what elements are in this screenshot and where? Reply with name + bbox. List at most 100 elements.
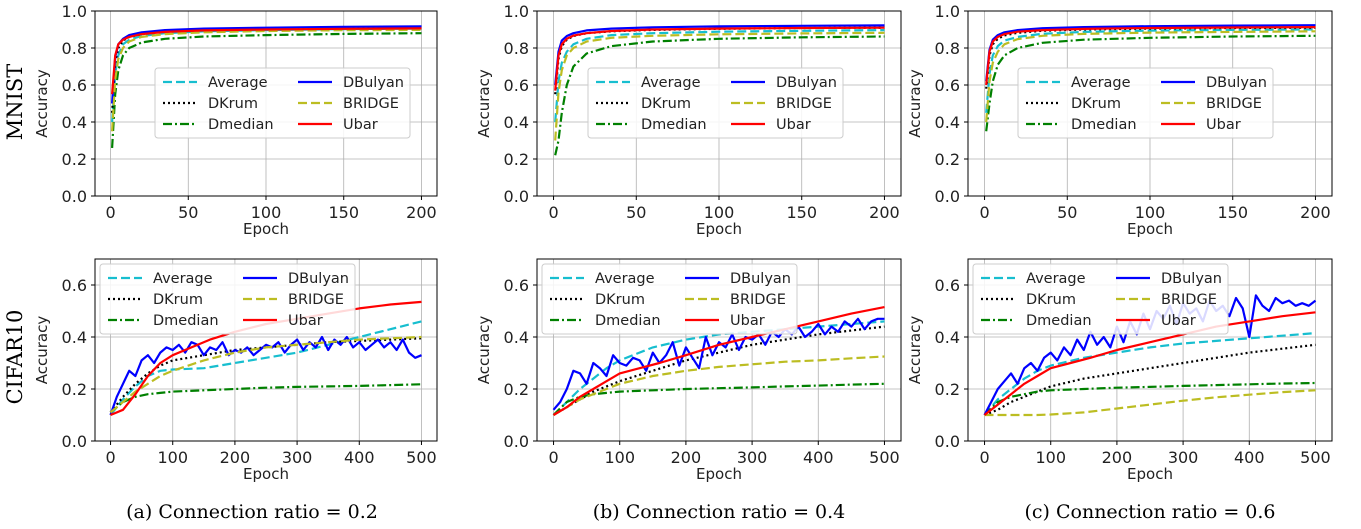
- legend-label-ubar: Ubar: [343, 117, 378, 133]
- legend-label-dbulyan: DBulyan: [776, 75, 837, 91]
- legend-label-average: Average: [1026, 271, 1086, 287]
- panel-4-xlabel: Epoch: [243, 465, 289, 483]
- caption-c: (c) Connection ratio = 0.6: [1024, 501, 1275, 523]
- series-line-average: [985, 28, 1316, 113]
- panel-5-legend-box: [541, 263, 798, 335]
- series-line-dmedian: [985, 34, 1316, 132]
- panel-6-frame: [967, 258, 1333, 442]
- legend-label-dkrum: DKrum: [641, 96, 691, 112]
- row-label-mnist: MNIST: [3, 64, 27, 141]
- panel-2-frame: [536, 10, 902, 197]
- series-line-dbulyan: [552, 317, 885, 411]
- legend-label-dmedian: Dmedian: [1071, 117, 1137, 133]
- panel-1-ytick-label: 0.0: [62, 187, 87, 206]
- panel-5-xtick-label: 0: [548, 448, 558, 467]
- panel-3-ytick-label: 0.4: [935, 113, 960, 132]
- panel-4-ytick-label: 0.0: [62, 432, 87, 451]
- panel-3-ytick-label: 0.8: [935, 39, 960, 58]
- series-line-average: [554, 29, 885, 123]
- panel-2-ylabel: Accuracy: [475, 69, 493, 138]
- panel-4-xtick-label: 500: [406, 448, 437, 467]
- series-line-ubar: [111, 27, 422, 95]
- series-line-average: [552, 320, 885, 416]
- legend-label-dkrum: DKrum: [1071, 96, 1121, 112]
- panel-3-ytick-label: 0.2: [935, 150, 960, 169]
- panel-2-ytick-label: 1.0: [504, 2, 529, 21]
- panel-2-xtick-label: 100: [704, 203, 735, 222]
- panel-4-xtick-label: 200: [220, 448, 251, 467]
- panel-2-series: [554, 24, 885, 156]
- panel-6-ytick-label: 0.6: [935, 276, 960, 295]
- panel-3-legend: Average DBulyan DKrum BRIDGE Dmedian Ubar: [1017, 67, 1274, 139]
- legend-label-average: Average: [595, 271, 655, 287]
- legend-label-ubar: Ubar: [730, 313, 765, 329]
- panel-3-ytick-label: 1.0: [935, 2, 960, 21]
- panel-2: 0 50 100 150 200 0.0 0.2 0.4 0.6 0.8 1.0 Epoch Accur…: [475, 2, 902, 238]
- panel-5-ytick-label: 0.6: [504, 276, 529, 295]
- panel-5-ytick-label: 0.0: [504, 432, 529, 451]
- series-line-dmedian: [111, 32, 422, 148]
- panel-5-legend: Average DBulyan DKrum BRIDGE Dmedian Ubar: [541, 263, 798, 335]
- panel-1-xtick-label: 150: [328, 203, 359, 222]
- legend-label-bridge: BRIDGE: [1161, 292, 1217, 308]
- series-line-dkrum: [984, 343, 1316, 417]
- legend-label-average: Average: [641, 75, 701, 91]
- series-line-dmedian: [109, 383, 422, 414]
- series-line-bridge: [552, 355, 885, 416]
- panel-2-ytick-label: 0.8: [504, 39, 529, 58]
- legend-label-dkrum: DKrum: [208, 96, 258, 112]
- legend-label-dkrum: DKrum: [595, 292, 645, 308]
- panel-3-xtick-label: 50: [1057, 203, 1077, 222]
- panel-5-xtick-label: 200: [671, 448, 702, 467]
- panel-1-xtick-label: 200: [406, 203, 437, 222]
- panel-1-ylabel: Accuracy: [33, 69, 51, 138]
- panel-2-legend: Average DBulyan DKrum BRIDGE Dmedian Ubar: [587, 67, 844, 139]
- panel-5-ytick-label: 0.2: [504, 380, 529, 399]
- panel-6-ytick-label: 0.0: [935, 432, 960, 451]
- series-line-dkrum: [552, 325, 885, 416]
- series-line-bridge: [111, 28, 422, 132]
- series-line-ubar: [554, 26, 885, 91]
- legend-label-average: Average: [153, 271, 213, 287]
- legend-label-ubar: Ubar: [1206, 117, 1241, 133]
- panel-4-xtick-label: 0: [105, 448, 115, 467]
- legend-label-dkrum: DKrum: [153, 292, 203, 308]
- panel-1-series: [111, 25, 422, 148]
- panel-3-xtick-label: 0: [979, 203, 989, 222]
- legend-label-dmedian: Dmedian: [208, 117, 274, 133]
- legend-label-dkrum: DKrum: [1026, 292, 1076, 308]
- legend-label-average: Average: [208, 75, 268, 91]
- panel-2-xtick-label: 200: [869, 203, 900, 222]
- panel-1: 0 50 100 150 200 0.0 0.2 0.4 0.6 0.8 1.0 Epoch Accur…: [33, 2, 438, 238]
- legend-label-average: Average: [1071, 75, 1131, 91]
- panel-3-xlabel: Epoch: [1127, 220, 1173, 238]
- series-line-bridge: [554, 31, 885, 141]
- panel-5: 0 100 200 300 400 500 0.0 0.2 0.4 0.6 Epoch Accurac…: [475, 258, 902, 483]
- series-line-bridge: [109, 335, 422, 414]
- panel-5-frame: [536, 258, 902, 442]
- panel-2-legend-box: [587, 67, 844, 139]
- panel-2-xlabel: Epoch: [696, 220, 742, 238]
- panel-4-ytick-label: 0.2: [62, 380, 87, 399]
- panel-6-legend-box: [972, 263, 1229, 335]
- legend-label-bridge: BRIDGE: [288, 292, 344, 308]
- panel-1-xtick-label: 50: [178, 203, 198, 222]
- legend-label-bridge: BRIDGE: [776, 96, 832, 112]
- series-line-dkrum: [109, 337, 422, 414]
- panel-2-ytick-label: 0.6: [504, 76, 529, 95]
- legend-label-ubar: Ubar: [776, 117, 811, 133]
- legend-label-dbulyan: DBulyan: [288, 271, 349, 287]
- legend-label-dmedian: Dmedian: [595, 313, 661, 329]
- panel-6-ytick-label: 0.2: [935, 380, 960, 399]
- panel-6-xtick-label: 300: [1168, 448, 1199, 467]
- panel-6-xtick-label: 400: [1234, 448, 1265, 467]
- panel-4-ytick-label: 0.4: [62, 328, 87, 347]
- panel-2-ytick-label: 0.2: [504, 150, 529, 169]
- panel-1-xlabel: Epoch: [243, 220, 289, 238]
- panel-6-xtick-label: 200: [1102, 448, 1133, 467]
- caption-b: (b) Connection ratio = 0.4: [593, 501, 846, 523]
- series-line-ubar: [552, 306, 885, 416]
- panel-5-ylabel: Accuracy: [475, 316, 493, 385]
- panel-3-ytick-label: 0.6: [935, 76, 960, 95]
- panel-5-xtick-label: 100: [604, 448, 635, 467]
